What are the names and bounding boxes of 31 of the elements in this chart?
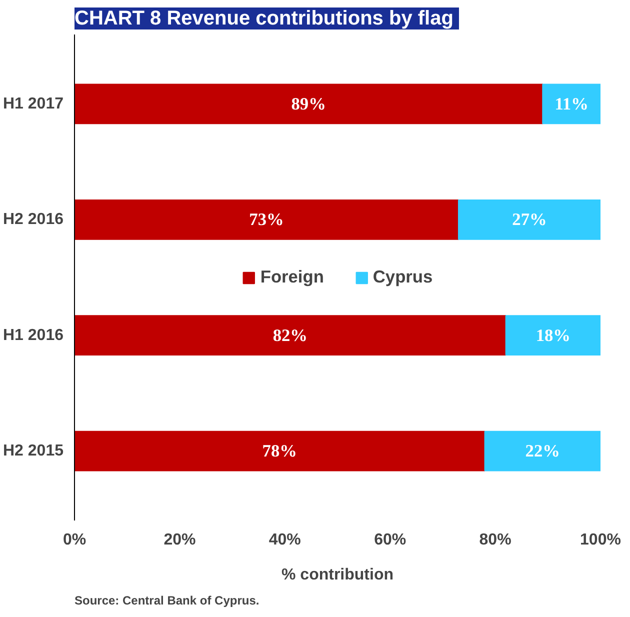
x-axis-title: % contribution <box>282 566 394 584</box>
bar <box>484 430 600 472</box>
y-tick-label: H2 2015 <box>3 442 64 460</box>
source-note: Source: Central Bank of Cyprus. <box>74 594 260 608</box>
legend-label: Foreign <box>260 266 324 288</box>
y-tick-label: H2 2016 <box>3 211 64 228</box>
y-tick-label: H1 2017 <box>3 95 64 112</box>
legend-label: Cyprus <box>372 266 433 288</box>
chart-title: CHART 8 Revenue contributions by flag <box>74 8 454 30</box>
x-tick-label: 100% <box>580 532 621 548</box>
x-tick-label: 40% <box>268 532 301 548</box>
data-label: 27% <box>512 210 547 230</box>
data-label: 78% <box>262 442 297 461</box>
data-label: 11% <box>554 94 588 114</box>
data-label: 73% <box>249 210 284 230</box>
data-label: 89% <box>291 94 326 114</box>
bar <box>74 199 459 240</box>
x-tick-label: 60% <box>374 532 406 548</box>
bar <box>542 84 600 124</box>
bar <box>74 430 486 472</box>
data-label: 18% <box>536 326 570 345</box>
x-tick-label: 0% <box>62 532 86 548</box>
data-label: 82% <box>272 326 308 345</box>
bar <box>505 315 600 356</box>
bar <box>74 84 544 124</box>
bar <box>74 315 506 356</box>
data-label: 22% <box>525 442 560 461</box>
bar <box>458 199 600 240</box>
x-tick-label: 80% <box>479 532 512 548</box>
y-tick-label: H1 2016 <box>3 326 64 344</box>
x-tick-label: 20% <box>164 532 196 548</box>
